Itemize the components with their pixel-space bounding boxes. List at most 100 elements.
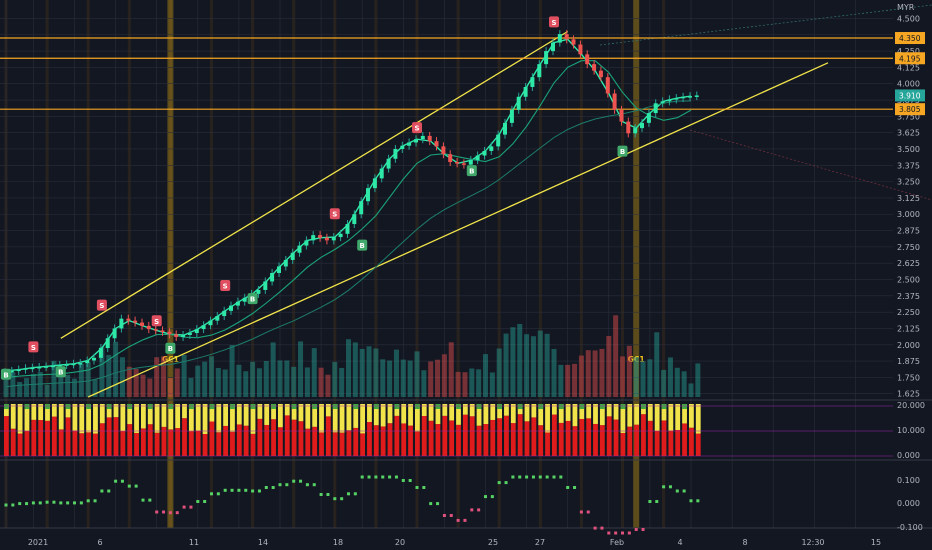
candle-body bbox=[187, 333, 192, 335]
candle-body bbox=[475, 155, 480, 161]
candle-body bbox=[694, 95, 699, 97]
osc2-point bbox=[86, 499, 90, 503]
osc1-red-bar bbox=[654, 430, 660, 456]
volume-bar bbox=[113, 341, 119, 397]
price-tick-label: 3.250 bbox=[897, 178, 920, 187]
osc1-yellow-bar bbox=[634, 404, 639, 425]
volume-bar bbox=[544, 333, 550, 397]
volume-bar bbox=[387, 360, 393, 397]
osc2-point bbox=[52, 500, 56, 504]
osc1-red-bar bbox=[647, 420, 653, 456]
osc1-yellow-bar bbox=[51, 404, 57, 417]
volume-bar bbox=[147, 378, 153, 397]
osc2-point bbox=[600, 526, 604, 530]
osc1-yellow-bar bbox=[113, 404, 119, 418]
osc1-red-bar bbox=[504, 415, 509, 456]
volume-bar bbox=[476, 369, 482, 397]
osc1-red-bar bbox=[634, 424, 639, 456]
osc2-point bbox=[312, 483, 316, 487]
volume-bar bbox=[414, 351, 420, 397]
candle-body bbox=[235, 301, 240, 306]
price-tick-label: 2.500 bbox=[897, 276, 920, 285]
price-tick-label: 1.625 bbox=[897, 390, 920, 399]
osc1-yellow-bar bbox=[593, 404, 598, 424]
osc2-point bbox=[168, 511, 172, 515]
osc1-red-bar bbox=[161, 426, 167, 456]
osc1-yellow-bar bbox=[325, 404, 331, 417]
osc1-yellow-bar bbox=[387, 404, 393, 424]
volume-bar bbox=[435, 359, 441, 397]
osc1-yellow-bar bbox=[216, 404, 222, 433]
osc1-green-bar bbox=[497, 404, 502, 409]
osc1-yellow-bar bbox=[668, 404, 674, 431]
osc2-point bbox=[360, 475, 364, 479]
highlight-band bbox=[168, 0, 172, 528]
volume-bar bbox=[3, 374, 9, 397]
channel-upper-line bbox=[60, 30, 569, 339]
volume-bar bbox=[250, 361, 256, 397]
sell-signal bbox=[28, 341, 39, 353]
time-tick-label: 2021 bbox=[28, 538, 48, 547]
trend-channel bbox=[60, 4, 932, 398]
candle-body bbox=[640, 122, 644, 129]
osc1-red-bar bbox=[415, 431, 420, 456]
osc1-green-bar bbox=[188, 404, 194, 409]
volume-bar bbox=[92, 379, 98, 397]
candle-body bbox=[352, 214, 357, 225]
volume-bar bbox=[339, 367, 345, 397]
candle-body bbox=[393, 148, 398, 159]
buy-signal bbox=[1, 368, 11, 380]
candle-body bbox=[160, 330, 165, 332]
osc1-yellow-bar bbox=[195, 404, 201, 431]
osc1-red-bar bbox=[305, 428, 311, 456]
osc1-red-bar bbox=[106, 417, 112, 456]
oscillator-panel-1: 20.000 10.000 0.000 bbox=[0, 401, 925, 460]
osc2-point bbox=[463, 518, 467, 522]
osc2-point bbox=[497, 481, 501, 485]
osc2-point bbox=[586, 510, 590, 514]
osc2-point bbox=[66, 501, 70, 505]
osc1-red-bar bbox=[236, 424, 242, 456]
osc2-point bbox=[668, 485, 672, 489]
volume-bar bbox=[263, 360, 269, 397]
osc1-red-bar bbox=[113, 417, 119, 456]
candle-body bbox=[215, 316, 220, 321]
osc1-yellow-bar bbox=[305, 404, 311, 429]
osc2-point bbox=[305, 483, 309, 487]
osc1-yellow-bar bbox=[435, 404, 441, 425]
osc1-green-bar bbox=[168, 404, 174, 409]
osc2-point bbox=[484, 495, 487, 499]
osc1-yellow-bar bbox=[38, 404, 44, 421]
osc1-yellow-bar bbox=[353, 404, 359, 428]
osc2-point bbox=[319, 493, 323, 496]
signal-label: B bbox=[469, 168, 474, 176]
osc1-yellow-bar bbox=[298, 404, 304, 422]
volume-bar bbox=[421, 370, 427, 397]
signal-label: S bbox=[99, 302, 104, 310]
osc1-green-bar bbox=[456, 404, 461, 409]
highlight-band bbox=[333, 0, 337, 528]
osc1-green-bar bbox=[599, 404, 605, 409]
highlight-band bbox=[415, 0, 419, 528]
osc1-red-bar bbox=[65, 417, 71, 456]
osc1-red-bar bbox=[538, 425, 544, 456]
price-tick-label: 2.875 bbox=[897, 227, 920, 236]
osc2-point bbox=[545, 475, 549, 479]
osc2-point bbox=[141, 498, 145, 502]
volume-bar bbox=[489, 372, 495, 397]
candle-body bbox=[503, 122, 507, 135]
channel-lower-line bbox=[87, 62, 829, 398]
candle-body bbox=[44, 366, 49, 368]
candle-body bbox=[551, 42, 555, 52]
osc1-green-bar bbox=[127, 404, 133, 409]
volume-bar bbox=[455, 371, 461, 397]
osc1-yellow-bar bbox=[10, 404, 16, 429]
osc1-yellow-bar bbox=[346, 404, 352, 431]
price-tick-label: 3.000 bbox=[897, 210, 920, 219]
osc1-red-bar bbox=[79, 433, 85, 456]
osc1-yellow-bar bbox=[490, 404, 496, 420]
osc1-yellow-bar bbox=[695, 404, 701, 434]
osc1-red-bar bbox=[93, 433, 98, 456]
volume-bar bbox=[613, 315, 619, 397]
volume-bar bbox=[181, 354, 187, 397]
